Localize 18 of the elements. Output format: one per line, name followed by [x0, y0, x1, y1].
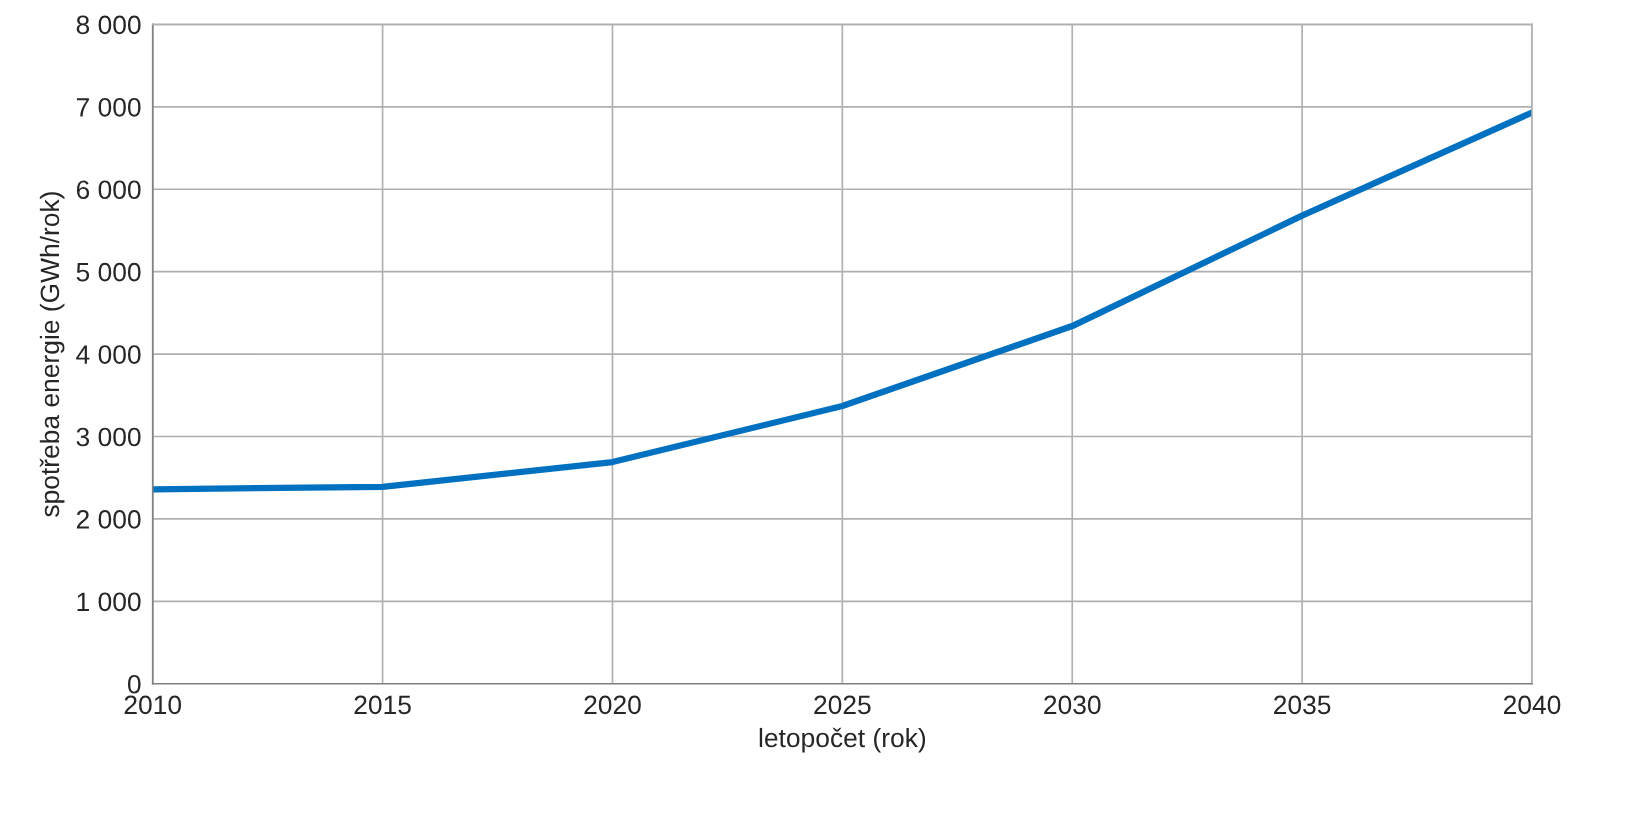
x-tick-label: 2015: [354, 695, 411, 715]
y-axis-title: spotřeba energie (GWh/rok): [39, 192, 65, 517]
x-tick-label: 2035: [1274, 695, 1331, 715]
x-tick-label: 2010: [124, 695, 182, 715]
x-tick-label: 2030: [1044, 695, 1101, 715]
x-tick-label: 2020: [584, 695, 641, 715]
y-tick-label: 1 000: [77, 592, 141, 612]
y-tick-label: 5 000: [76, 262, 141, 282]
y-tick-label: 2 000: [76, 510, 141, 529]
x-tick-label: 2040: [1503, 695, 1561, 715]
y-tick-label: 8 000: [76, 15, 141, 35]
y-tick-label: 4 000: [76, 345, 141, 364]
y-tick-label: 3 000: [76, 427, 141, 447]
x-axis-title: letopočet (rok): [759, 727, 926, 753]
y-tick-label: 7 000: [76, 97, 141, 117]
y-tick-label: 6 000: [76, 180, 141, 200]
y-tick-label: 0: [127, 674, 141, 694]
x-tick-label: 2025: [814, 695, 871, 715]
